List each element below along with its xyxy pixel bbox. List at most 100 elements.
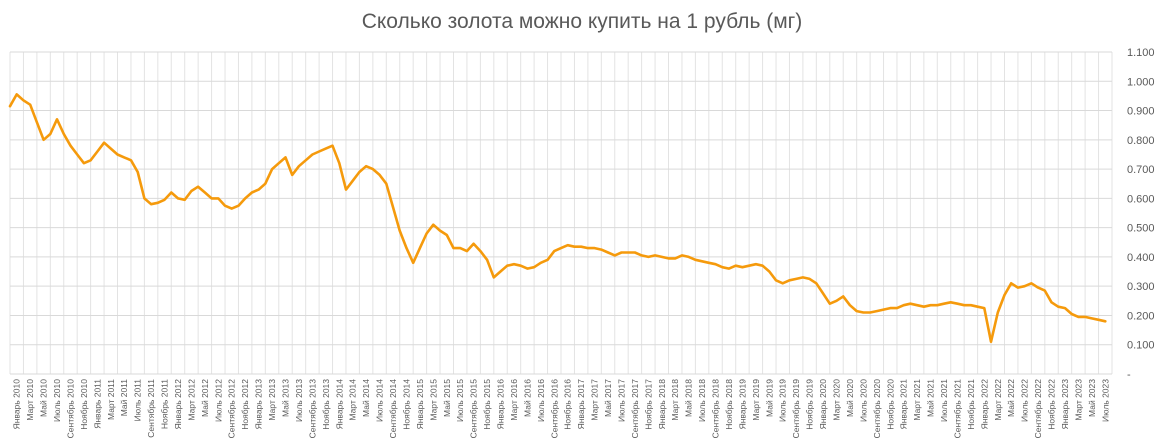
y-tick-label: 0.500 bbox=[1127, 223, 1155, 235]
x-tick-label: Май 2021 bbox=[926, 379, 936, 417]
x-tick-label: Ноябрь 2016 bbox=[563, 379, 573, 430]
x-tick-label: Май 2016 bbox=[522, 379, 532, 417]
x-tick-label: Январь 2017 bbox=[576, 379, 586, 430]
x-tick-label: Январь 2022 bbox=[979, 379, 989, 430]
x-tick-label: Июль 2018 bbox=[697, 379, 707, 422]
y-tick-label: 0.800 bbox=[1127, 135, 1155, 147]
x-tick-label: Март 2015 bbox=[428, 379, 438, 421]
x-tick-label: Июль 2022 bbox=[1020, 379, 1030, 422]
x-axis: Январь 2010 Март 2010 Май 2010 Июль 2010 Сен… bbox=[12, 379, 1111, 439]
x-tick-label: Июль 2014 bbox=[375, 379, 385, 422]
x-tick-label: Июль 2019 bbox=[778, 379, 788, 422]
x-tick-label: Ноябрь 2019 bbox=[805, 379, 815, 430]
x-tick-label: Май 2022 bbox=[1006, 379, 1016, 417]
y-axis: - 0.100 0.200 0.300 0.400 0.500 0.600 0.700 0.80… bbox=[1127, 47, 1155, 381]
x-tick-label: Март 2012 bbox=[186, 379, 196, 421]
x-tick-label: Сентябрь 2017 bbox=[630, 379, 640, 439]
x-tick-label: Май 2023 bbox=[1087, 379, 1097, 417]
x-tick-label: Март 2019 bbox=[751, 379, 761, 421]
x-tick-label: Май 2011 bbox=[119, 379, 129, 417]
x-tick-label: Ноябрь 2011 bbox=[160, 379, 170, 429]
x-tick-label: Сентябрь 2021 bbox=[952, 379, 962, 439]
x-tick-label: Июль 2010 bbox=[52, 379, 62, 422]
x-tick-label: Январь 2013 bbox=[254, 379, 264, 430]
x-tick-label: Январь 2020 bbox=[818, 379, 828, 430]
x-tick-label: Ноябрь 2022 bbox=[1047, 379, 1057, 430]
y-tick-label: 0.900 bbox=[1127, 106, 1155, 118]
x-tick-label: Март 2013 bbox=[267, 379, 277, 421]
y-tick-label: - bbox=[1127, 369, 1131, 381]
x-tick-label: Январь 2019 bbox=[737, 379, 747, 430]
y-tick-label: 1.100 bbox=[1127, 47, 1155, 59]
x-tick-label: Сентябрь 2011 bbox=[146, 379, 156, 438]
x-tick-label: Январь 2021 bbox=[899, 379, 909, 430]
x-tick-label: Ноябрь 2015 bbox=[482, 379, 492, 430]
x-tick-label: Сентябрь 2022 bbox=[1033, 379, 1043, 439]
x-tick-label: Июль 2021 bbox=[939, 379, 949, 422]
x-tick-label: Июль 2013 bbox=[294, 379, 304, 422]
x-tick-label: Ноябрь 2010 bbox=[79, 379, 89, 430]
x-tick-label: Март 2018 bbox=[670, 379, 680, 421]
x-tick-label: Январь 2010 bbox=[12, 379, 22, 430]
x-tick-label: Март 2011 bbox=[106, 379, 116, 420]
x-tick-label: Январь 2015 bbox=[415, 379, 425, 430]
x-tick-label: Январь 2018 bbox=[657, 379, 667, 430]
x-tick-label: Май 2014 bbox=[361, 379, 371, 417]
x-tick-label: Сентябрь 2019 bbox=[791, 379, 801, 439]
x-tick-label: Июль 2023 bbox=[1100, 379, 1110, 422]
x-tick-label: Март 2014 bbox=[348, 379, 358, 421]
x-tick-label: Январь 2011 bbox=[92, 379, 102, 429]
x-tick-label: Июль 2015 bbox=[455, 379, 465, 422]
y-tick-label: 0.700 bbox=[1127, 164, 1155, 176]
x-tick-label: Сентябрь 2013 bbox=[307, 379, 317, 439]
x-tick-label: Январь 2014 bbox=[334, 379, 344, 430]
x-tick-label: Март 2021 bbox=[912, 379, 922, 421]
y-tick-label: 0.400 bbox=[1127, 252, 1155, 264]
x-tick-label: Июль 2012 bbox=[213, 379, 223, 422]
y-tick-label: 1.000 bbox=[1127, 76, 1155, 88]
x-tick-label: Май 2019 bbox=[764, 379, 774, 417]
x-tick-label: Сентябрь 2015 bbox=[469, 379, 479, 439]
x-tick-label: Ноябрь 2018 bbox=[724, 379, 734, 430]
x-tick-label: Сентябрь 2010 bbox=[65, 379, 75, 439]
y-tick-label: 0.300 bbox=[1127, 281, 1155, 293]
x-tick-label: Март 2020 bbox=[832, 379, 842, 421]
x-tick-label: Январь 2012 bbox=[173, 379, 183, 430]
x-tick-label: Июль 2011 bbox=[133, 379, 143, 422]
y-tick-label: 0.600 bbox=[1127, 193, 1155, 205]
x-tick-label: Май 2020 bbox=[845, 379, 855, 417]
x-tick-label: Январь 2023 bbox=[1060, 379, 1070, 430]
x-tick-label: Январь 2016 bbox=[496, 379, 506, 430]
x-tick-label: Сентябрь 2018 bbox=[711, 379, 721, 439]
x-tick-label: Май 2010 bbox=[39, 379, 49, 417]
x-tick-label: Март 2016 bbox=[509, 379, 519, 421]
x-tick-label: Ноябрь 2021 bbox=[966, 379, 976, 430]
x-tick-label: Май 2012 bbox=[200, 379, 210, 417]
x-tick-label: Май 2018 bbox=[684, 379, 694, 417]
grid bbox=[9, 51, 1113, 375]
chart-title: Сколько золота можно купить на 1 рубль (… bbox=[361, 10, 803, 33]
x-tick-label: Сентябрь 2016 bbox=[549, 379, 559, 439]
series-line bbox=[8, 93, 1107, 344]
x-tick-label: Июль 2016 bbox=[536, 379, 546, 422]
x-tick-label: Ноябрь 2020 bbox=[885, 379, 895, 430]
x-tick-label: Март 2017 bbox=[590, 379, 600, 421]
x-tick-label: Сентябрь 2020 bbox=[872, 379, 882, 439]
y-tick-label: 0.100 bbox=[1127, 340, 1155, 352]
x-tick-label: Март 2010 bbox=[25, 379, 35, 421]
x-tick-label: Март 2022 bbox=[993, 379, 1003, 421]
x-tick-label: Июль 2017 bbox=[616, 379, 626, 422]
x-tick-label: Июль 2020 bbox=[858, 379, 868, 422]
y-tick-label: 0.200 bbox=[1127, 310, 1155, 322]
x-tick-label: Май 2013 bbox=[281, 379, 291, 417]
x-tick-label: Май 2015 bbox=[442, 379, 452, 417]
x-tick-label: Сентябрь 2012 bbox=[227, 379, 237, 439]
x-tick-label: Май 2017 bbox=[603, 379, 613, 417]
series bbox=[8, 93, 1107, 344]
x-tick-label: Ноябрь 2014 bbox=[401, 379, 411, 430]
x-tick-label: Ноябрь 2017 bbox=[643, 379, 653, 430]
x-tick-label: Ноябрь 2013 bbox=[321, 379, 331, 430]
x-tick-label: Сентябрь 2014 bbox=[388, 379, 398, 439]
